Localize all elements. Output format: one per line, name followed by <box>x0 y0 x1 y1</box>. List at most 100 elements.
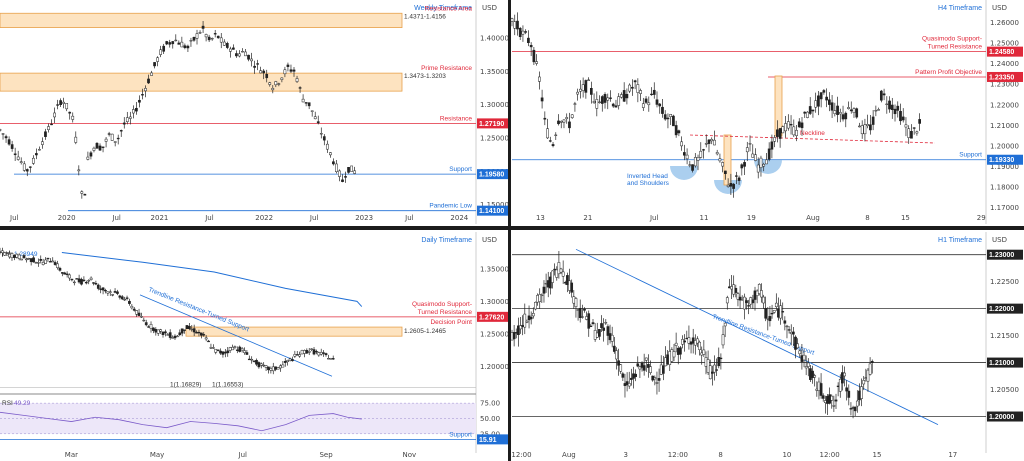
candle-body <box>573 103 577 105</box>
y-tick-label: 1.21000 <box>990 122 1019 130</box>
candle-body <box>50 123 53 126</box>
candle-body <box>832 405 836 407</box>
candle-body <box>128 300 131 304</box>
candle-body <box>197 331 201 334</box>
candle-body <box>71 115 75 120</box>
candle-body <box>534 301 537 310</box>
candle-body <box>200 332 203 336</box>
candle-body <box>8 253 11 258</box>
candle-body <box>180 41 184 48</box>
candle-body <box>811 109 815 112</box>
candle-body <box>168 42 172 45</box>
x-tick-label: 15 <box>873 451 882 459</box>
candle-body <box>17 254 21 259</box>
candle-body <box>162 45 166 52</box>
panel-background <box>0 0 512 224</box>
x-tick-label: 29 <box>977 214 986 222</box>
candle-body <box>58 267 62 271</box>
candle-body <box>589 87 593 95</box>
rsi-value: 49.29 <box>14 400 31 407</box>
candle-body <box>144 88 147 92</box>
candle-body <box>521 30 525 35</box>
candle-body <box>636 363 640 367</box>
level-label: Resistance <box>440 115 473 122</box>
candle-body <box>802 354 806 361</box>
candle-body <box>598 101 601 103</box>
candle-body <box>907 128 911 138</box>
candle-body <box>602 327 606 331</box>
price-tag-label: 1.14100 <box>479 208 504 215</box>
candle-body <box>644 98 648 103</box>
candle-body <box>674 342 678 346</box>
candle-body <box>862 380 866 385</box>
candle-body <box>527 37 530 44</box>
candle-body <box>147 326 150 328</box>
level-label: Turned Resistance <box>418 309 473 316</box>
candle-body <box>650 93 653 96</box>
candle-body <box>315 351 318 353</box>
candle-body <box>301 98 305 103</box>
candle-body <box>677 130 681 134</box>
candle-body <box>341 179 344 182</box>
candle-body <box>696 157 700 161</box>
level-label: Turned Resistance <box>928 44 983 51</box>
candle-body <box>882 93 886 96</box>
candle-body <box>721 334 725 346</box>
candle-body <box>591 322 595 324</box>
y-tick-label: 1.20000 <box>480 363 509 371</box>
candle-body <box>638 366 642 370</box>
candle-body <box>622 90 626 102</box>
candle-body <box>623 383 627 386</box>
candle-body <box>286 64 290 67</box>
candle-body <box>740 164 744 169</box>
candle-body <box>543 117 547 120</box>
candle-body <box>753 290 757 300</box>
candle-body <box>830 102 834 111</box>
candle-body <box>75 278 79 280</box>
candle-body <box>332 161 335 165</box>
y-tick-label: 1.30000 <box>480 101 509 109</box>
candle-body <box>847 107 850 110</box>
candle-body <box>304 102 308 104</box>
candle-body <box>101 146 105 148</box>
candle-body <box>159 49 162 55</box>
candle-body <box>915 131 919 134</box>
x-tick-label: 3 <box>624 451 628 459</box>
candle-body <box>655 382 659 384</box>
candle-body <box>794 336 797 350</box>
candle-body <box>644 357 648 361</box>
candle-body <box>123 299 127 301</box>
level-label: Support <box>449 166 472 173</box>
candle-body <box>555 269 559 278</box>
candle-body <box>177 42 181 45</box>
candle-body <box>295 78 299 82</box>
x-tick-label: 2021 <box>151 214 169 222</box>
candle-body <box>344 176 347 178</box>
candle-body <box>5 252 9 254</box>
candle-body <box>128 116 132 119</box>
candle-body <box>38 149 41 151</box>
x-tick-label: Jul <box>9 214 19 222</box>
candle-body <box>235 349 239 351</box>
candle-body <box>10 253 14 258</box>
candle-body <box>647 364 650 368</box>
candle-body <box>540 97 544 102</box>
annotation-label: 1(1.16553) <box>212 381 243 388</box>
timeframe-label: Weekly Timeframe <box>414 5 472 12</box>
candle-body <box>87 280 91 282</box>
candle-body <box>154 329 158 333</box>
candle-body <box>672 351 676 358</box>
y-tick-label: 1.19000 <box>990 163 1019 171</box>
candle-body <box>777 308 780 318</box>
x-tick-label: 19 <box>747 214 756 222</box>
candle-body <box>849 408 853 410</box>
candle-body <box>630 377 633 380</box>
candle-body <box>633 80 637 83</box>
candle-body <box>195 331 198 334</box>
candle-body <box>768 316 772 322</box>
candle-body <box>111 294 115 296</box>
candle-body <box>22 163 26 171</box>
y-tick-label: 1.25000 <box>990 40 1019 48</box>
candle-body <box>96 284 100 289</box>
price-tag <box>477 434 509 445</box>
